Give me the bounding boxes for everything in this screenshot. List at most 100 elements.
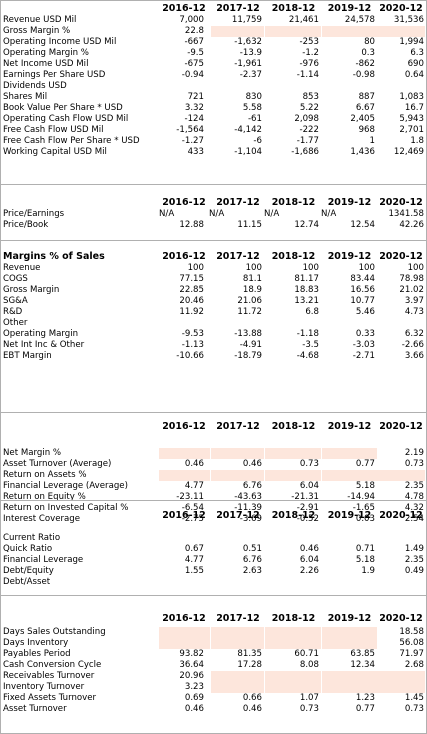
value-cell: 6.04 bbox=[299, 481, 319, 491]
row-label: Current Ratio bbox=[3, 533, 61, 543]
year-header: 2018-12 bbox=[271, 3, 316, 14]
row-label: Other bbox=[3, 318, 28, 328]
value-cell: 433 bbox=[187, 147, 204, 157]
row-label: SG&A bbox=[3, 296, 28, 306]
value-cell: 0.46 bbox=[242, 704, 262, 714]
value-cell: 5,943 bbox=[399, 114, 424, 124]
value-cell: 0.46 bbox=[242, 459, 262, 469]
table-row: Fixed Assets Turnover 0.69 0.66 1.07 1.23 1.4… bbox=[0, 693, 427, 704]
value-cell: -3.69 bbox=[239, 514, 262, 524]
value-cell: 2.54 bbox=[404, 514, 424, 524]
value-cell: 1.49 bbox=[404, 544, 424, 554]
value-cell: 7,000 bbox=[179, 15, 204, 25]
value-cell: 18.83 bbox=[294, 285, 319, 295]
value-cell: -61 bbox=[247, 114, 262, 124]
value-cell: 78.98 bbox=[399, 274, 424, 284]
value-cell: 81.35 bbox=[237, 649, 262, 659]
year-header: 2016-12 bbox=[162, 251, 206, 262]
value-cell: N/A bbox=[159, 209, 175, 219]
value-cell: 21.06 bbox=[237, 296, 262, 306]
section-title: Margins % of Sales bbox=[3, 251, 105, 262]
value-cell: -976 bbox=[299, 59, 319, 69]
value-cell: 0.46 bbox=[184, 459, 204, 469]
value-cell: 0.03 bbox=[355, 514, 375, 524]
value-cell: 100 bbox=[407, 263, 424, 273]
row-label: Inventory Turnover bbox=[3, 682, 85, 692]
table-row: Operating Margin -9.53 -13.88 -1.18 0.33 6.32 bbox=[0, 329, 427, 340]
row-label: Receivables Turnover bbox=[3, 671, 95, 681]
year-header: 2019-12 bbox=[327, 3, 372, 14]
value-cell: -4.91 bbox=[239, 340, 262, 350]
value-cell: -1,961 bbox=[234, 59, 262, 69]
value-cell: 0.73 bbox=[299, 704, 319, 714]
value-cell: -3.03 bbox=[352, 340, 375, 350]
row-label: Net Margin % bbox=[3, 448, 62, 458]
row-label: Cash Conversion Cycle bbox=[3, 660, 102, 670]
value-cell: -2.37 bbox=[239, 70, 262, 80]
value-cell: 83.44 bbox=[350, 274, 375, 284]
value-cell: 1.07 bbox=[299, 693, 319, 703]
year-header: 2017-12 bbox=[216, 197, 260, 208]
value-cell: 81.1 bbox=[242, 274, 262, 284]
value-cell: -1.65 bbox=[352, 503, 375, 513]
value-cell: -0.52 bbox=[296, 514, 319, 524]
efficiency-table: Days Sales Outstanding 18.58 Days Inventor… bbox=[0, 627, 427, 715]
table-row: Debt/Asset bbox=[0, 577, 427, 588]
valuation-table: Price/Earnings N/A N/A N/A N/A 1341.58 Price/B… bbox=[0, 209, 427, 231]
value-cell: 0.51 bbox=[242, 544, 262, 554]
value-cell: 1,436 bbox=[350, 147, 375, 157]
value-cell: 6.67 bbox=[355, 103, 375, 113]
value-cell: 1 bbox=[369, 136, 375, 146]
value-cell: 42.26 bbox=[399, 220, 424, 230]
year-header: 2019-12 bbox=[327, 613, 372, 624]
value-cell: 0.73 bbox=[299, 459, 319, 469]
margins-table: Revenue 100 100 100 100 100 COGS 77.15 81.1 81.17… bbox=[0, 263, 427, 362]
value-cell: 830 bbox=[245, 92, 262, 102]
table-row: Other bbox=[0, 318, 427, 329]
table-row: COGS 77.15 81.1 81.17 83.44 78.98 bbox=[0, 274, 427, 285]
value-cell: 100 bbox=[187, 263, 204, 273]
row-label: Quick Ratio bbox=[3, 544, 53, 554]
table-row: EBT Margin -10.66 -18.79 -4.68 -2.71 3.66 bbox=[0, 351, 427, 362]
row-label: Interest Coverage bbox=[3, 514, 81, 524]
value-cell: 20.46 bbox=[179, 296, 204, 306]
table-row: Gross Margin % 22.8 bbox=[0, 26, 427, 37]
value-cell: -2.75 bbox=[181, 514, 204, 524]
value-cell: 2,098 bbox=[294, 114, 319, 124]
value-cell: 63.85 bbox=[350, 649, 375, 659]
table-row: Price/Book 12.88 11.15 12.74 12.54 42.26 bbox=[0, 220, 427, 231]
value-cell: 2.19 bbox=[404, 448, 424, 458]
value-cell: 1.23 bbox=[355, 693, 375, 703]
value-cell: 0.66 bbox=[242, 693, 262, 703]
value-cell: 0.46 bbox=[184, 704, 204, 714]
value-cell: 5.58 bbox=[242, 103, 262, 113]
year-header: 2018-12 bbox=[271, 197, 316, 208]
row-label: Operating Cash Flow USD Mil bbox=[3, 114, 129, 124]
table-row: Inventory Turnover 3.23 bbox=[0, 682, 427, 693]
year-header: 2020-12 bbox=[379, 421, 423, 432]
value-cell: -9.5 bbox=[187, 48, 204, 58]
value-cell: 2.35 bbox=[404, 481, 424, 491]
table-row: Working Capital USD Mil 433 -1,104 -1,686 1,… bbox=[0, 147, 427, 158]
value-cell: 0.3 bbox=[361, 48, 375, 58]
table-row: Dividends USD bbox=[0, 81, 427, 92]
value-cell: 5.46 bbox=[355, 307, 375, 317]
value-cell: -3.5 bbox=[302, 340, 319, 350]
value-cell: -222 bbox=[299, 125, 319, 135]
table-row: Return on Invested Capital % -6.54 -11.39 -… bbox=[0, 503, 427, 514]
row-label: Operating Margin bbox=[3, 329, 79, 339]
section-valuation: 2016-12 2017-12 2018-12 2019-12 2020-12 … bbox=[0, 196, 427, 231]
year-header: 2018-12 bbox=[271, 251, 316, 262]
table-row: R&D 11.92 11.72 6.8 5.46 4.73 bbox=[0, 307, 427, 318]
value-cell: -13.88 bbox=[234, 329, 262, 339]
year-header: 2020-12 bbox=[379, 197, 423, 208]
year-header: 2017-12 bbox=[216, 613, 260, 624]
value-cell: 4.32 bbox=[404, 503, 424, 513]
table-row: Revenue 100 100 100 100 100 bbox=[0, 263, 427, 274]
value-cell: -6 bbox=[253, 136, 262, 146]
value-cell: 3.97 bbox=[404, 296, 424, 306]
row-label: Fixed Assets Turnover bbox=[3, 693, 97, 703]
value-cell: -1,564 bbox=[176, 125, 204, 135]
row-label: Asset Turnover (Average) bbox=[3, 459, 112, 469]
row-label: Debt/Equity bbox=[3, 566, 54, 576]
